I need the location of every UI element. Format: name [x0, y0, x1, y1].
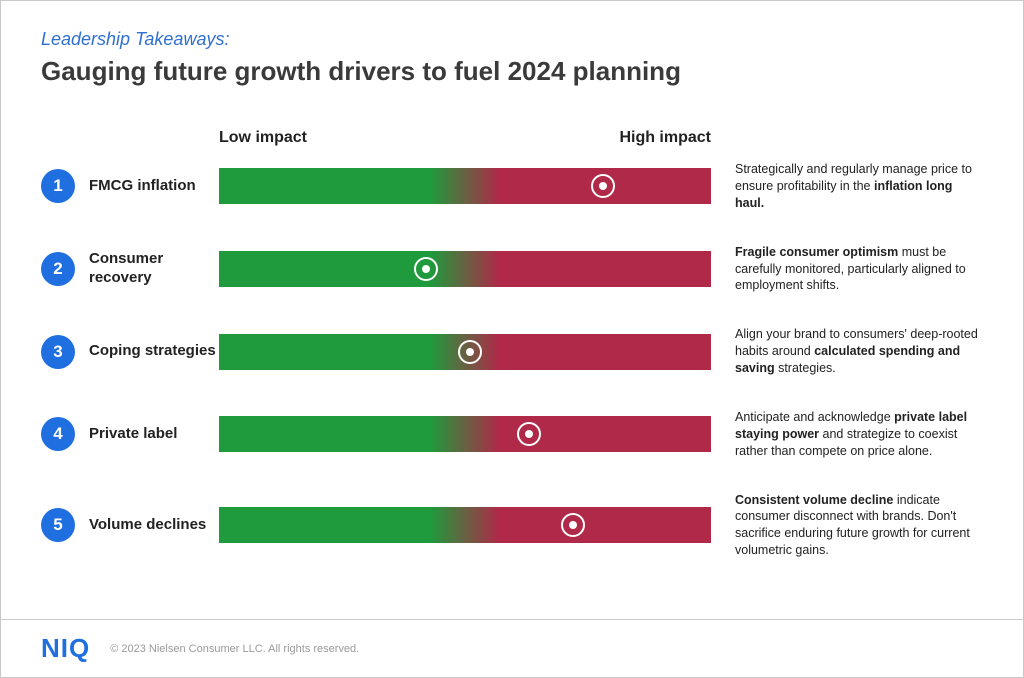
impact-bar	[219, 416, 711, 452]
logo: NIQ	[41, 633, 90, 664]
impact-bar	[219, 507, 711, 543]
copyright: © 2023 Nielsen Consumer LLC. All rights …	[110, 643, 359, 655]
impact-marker	[591, 174, 615, 198]
impact-marker	[517, 422, 541, 446]
impact-row: 3 Coping strategies Align your brand to co…	[41, 326, 983, 377]
row-number-badge: 5	[41, 508, 75, 542]
row-label: FMCG inflation	[89, 177, 219, 196]
impact-marker	[561, 513, 585, 537]
row-description: Strategically and regularly manage price…	[711, 161, 983, 212]
impact-bar-fill	[219, 168, 711, 204]
impact-bar	[219, 251, 711, 287]
impact-marker	[458, 340, 482, 364]
scale-high-label: High impact	[619, 129, 711, 147]
row-label: Private label	[89, 425, 219, 444]
row-label: Consumer recovery	[89, 250, 219, 288]
impact-row: 4 Private label Anticipate and acknowledge…	[41, 409, 983, 460]
row-number-badge: 1	[41, 169, 75, 203]
row-number-badge: 2	[41, 252, 75, 286]
row-number-badge: 4	[41, 417, 75, 451]
row-description: Fragile consumer optimism must be carefu…	[711, 244, 983, 295]
impact-row: 2 Consumer recovery Fragile consumer optim…	[41, 244, 983, 295]
row-description: Consistent volume decline indicate consu…	[711, 492, 983, 560]
rows-container: 1 FMCG inflation Strategically and regular…	[41, 161, 983, 559]
scale-low-label: Low impact	[219, 129, 307, 147]
row-description: Anticipate and acknowledge private label…	[711, 409, 983, 460]
impact-marker-dot	[466, 348, 474, 356]
impact-bar	[219, 168, 711, 204]
eyebrow: Leadership Takeaways:	[41, 29, 983, 50]
impact-marker-dot	[422, 265, 430, 273]
row-label: Coping strategies	[89, 342, 219, 361]
impact-row: 5 Volume declines Consistent volume declin…	[41, 492, 983, 560]
scale-labels: Low impact High impact	[219, 129, 711, 147]
impact-marker-dot	[569, 521, 577, 529]
impact-bar-fill	[219, 416, 711, 452]
row-number-badge: 3	[41, 335, 75, 369]
footer: NIQ © 2023 Nielsen Consumer LLC. All rig…	[1, 619, 1023, 677]
page-title: Gauging future growth drivers to fuel 20…	[41, 56, 983, 87]
slide-frame: Leadership Takeaways: Gauging future gro…	[0, 0, 1024, 678]
impact-marker	[414, 257, 438, 281]
impact-bar-fill	[219, 507, 711, 543]
impact-marker-dot	[525, 430, 533, 438]
row-description: Align your brand to consumers' deep-root…	[711, 326, 983, 377]
impact-bar-fill	[219, 251, 711, 287]
impact-row: 1 FMCG inflation Strategically and regular…	[41, 161, 983, 212]
impact-bar	[219, 334, 711, 370]
impact-marker-dot	[599, 182, 607, 190]
row-label: Volume declines	[89, 516, 219, 535]
